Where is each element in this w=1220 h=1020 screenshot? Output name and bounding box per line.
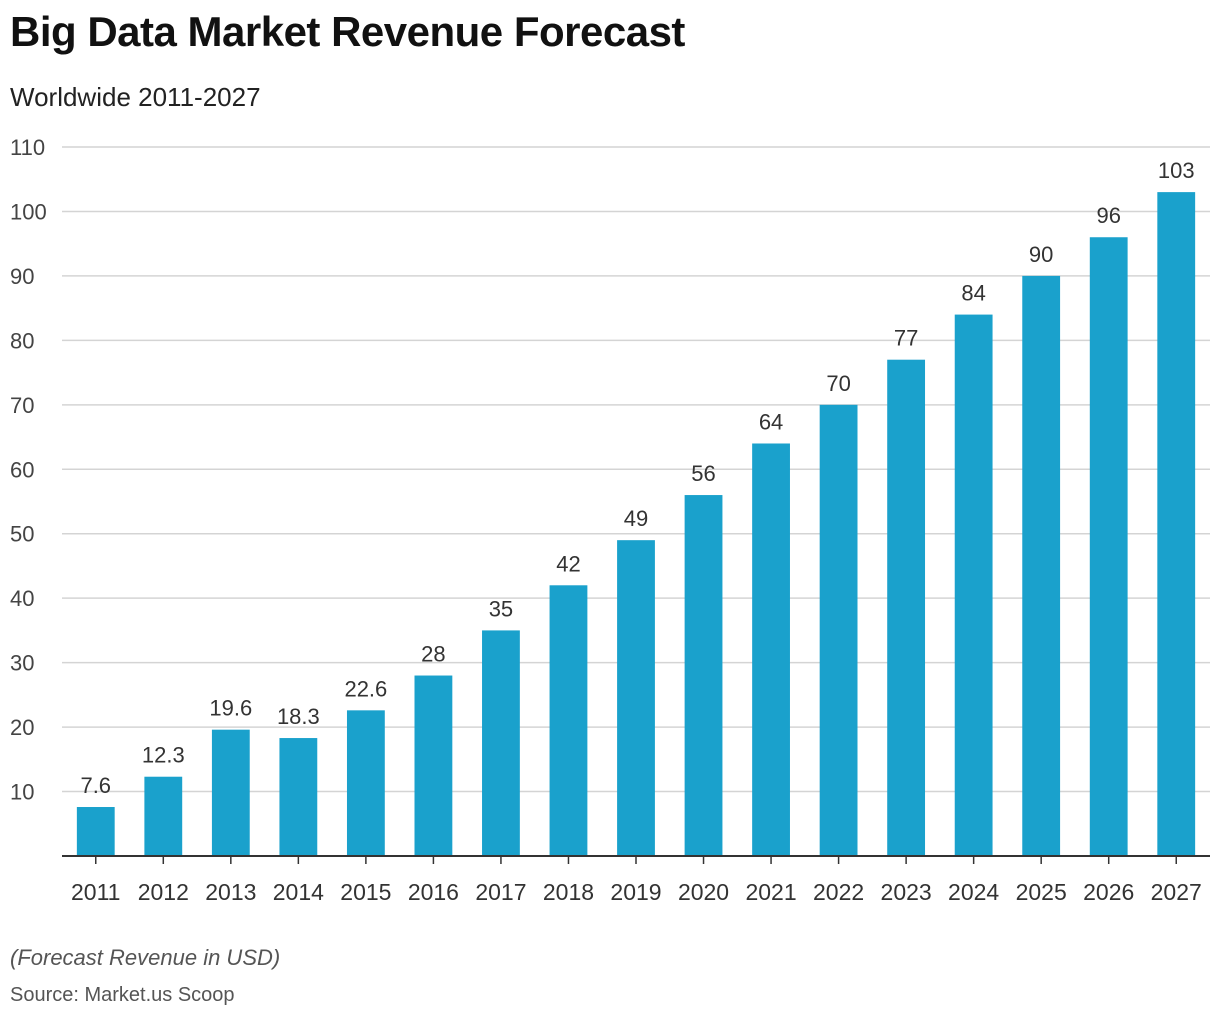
bar-2027 — [1157, 192, 1196, 857]
data-label-2014: 18.3 — [277, 704, 320, 729]
y-tick-label: 110 — [10, 135, 45, 160]
data-label-2015: 22.6 — [344, 676, 387, 701]
chart-title: Big Data Market Revenue Forecast — [10, 8, 685, 55]
data-label-2024: 84 — [961, 281, 985, 306]
data-label-2020: 56 — [691, 461, 715, 486]
x-tick-label-2014: 2014 — [273, 879, 324, 905]
units-note: (Forecast Revenue in USD) — [10, 945, 281, 970]
y-tick-label: 60 — [10, 457, 34, 482]
data-label-2016: 28 — [421, 642, 445, 667]
x-tick-label-2023: 2023 — [881, 879, 932, 905]
y-tick-label: 40 — [10, 586, 34, 611]
x-tick-label-2012: 2012 — [138, 879, 189, 905]
data-label-2022: 70 — [826, 371, 850, 396]
bar-2017 — [482, 630, 520, 856]
bar-2022 — [819, 404, 858, 856]
bar-2011 — [76, 807, 115, 856]
x-tick-label-2013: 2013 — [205, 879, 256, 905]
y-tick-label: 20 — [10, 715, 34, 740]
x-tick-label-2019: 2019 — [610, 879, 661, 905]
source-note: Source: Market.us Scoop — [10, 984, 235, 1006]
y-tick-label: 10 — [10, 780, 34, 805]
bar-2023 — [887, 359, 926, 856]
bar-2012 — [144, 776, 183, 856]
x-tick-label-2016: 2016 — [408, 879, 459, 905]
y-tick-label: 30 — [10, 651, 34, 676]
data-label-2012: 12.3 — [142, 743, 185, 768]
bar-2020 — [684, 495, 723, 856]
y-tick-label: 80 — [10, 328, 34, 353]
data-label-2017: 35 — [489, 596, 513, 621]
y-tick-label: 70 — [10, 393, 34, 418]
x-tick-label-2011: 2011 — [71, 879, 120, 905]
x-tick-label-2017: 2017 — [475, 879, 526, 905]
data-label-2013: 19.6 — [209, 696, 252, 721]
bar-2024 — [954, 314, 993, 857]
y-tick-label: 50 — [10, 522, 34, 547]
bar-2014 — [279, 738, 318, 856]
bar-2026 — [1089, 237, 1128, 857]
x-tick-label-2021: 2021 — [745, 879, 796, 905]
data-labels: 7.6 12.3 19.6 18.3 22.6 28 35 42 49 56 64 70 77 84 90 9… — [80, 158, 1194, 798]
x-tick-label-2015: 2015 — [340, 879, 391, 905]
x-tick-label-2020: 2020 — [678, 879, 729, 905]
x-tick-label-2027: 2027 — [1151, 879, 1202, 905]
bar-2021 — [752, 443, 790, 856]
x-tick-label-2026: 2026 — [1083, 879, 1134, 905]
bar-2015 — [346, 710, 385, 856]
bar-chart: 7.6 12.3 19.6 18.3 22.6 28 35 42 49 56 64 70 77 84 90 9… — [10, 135, 1210, 905]
data-label-2027: 103 — [1158, 158, 1195, 183]
data-label-2011: 7.6 — [80, 773, 111, 798]
bar-2019 — [617, 540, 655, 856]
x-tick-label-2018: 2018 — [543, 879, 594, 905]
data-label-2019: 49 — [624, 506, 648, 531]
chart-subtitle: Worldwide 2011-2027 — [10, 82, 261, 112]
x-tick-label-2022: 2022 — [813, 879, 864, 905]
y-tick-label: 100 — [10, 199, 47, 224]
bar-2013 — [211, 729, 250, 856]
y-tick-label: 90 — [10, 264, 34, 289]
data-label-2021: 64 — [759, 409, 783, 434]
bar-2016 — [414, 675, 453, 856]
gridlines — [62, 146, 1210, 793]
data-label-2026: 96 — [1096, 203, 1120, 228]
axes: 10 20 30 40 50 60 70 80 90 100 110 2011 2012 2013 2014… — [10, 135, 1210, 905]
x-tick-label-2025: 2025 — [1016, 879, 1067, 905]
x-tick-label-2024: 2024 — [948, 879, 999, 905]
bar-2025 — [1022, 275, 1061, 857]
bars — [76, 192, 1196, 857]
data-label-2018: 42 — [556, 551, 580, 576]
data-label-2023: 77 — [894, 326, 918, 351]
bar-2018 — [549, 585, 588, 856]
data-label-2025: 90 — [1029, 242, 1053, 267]
